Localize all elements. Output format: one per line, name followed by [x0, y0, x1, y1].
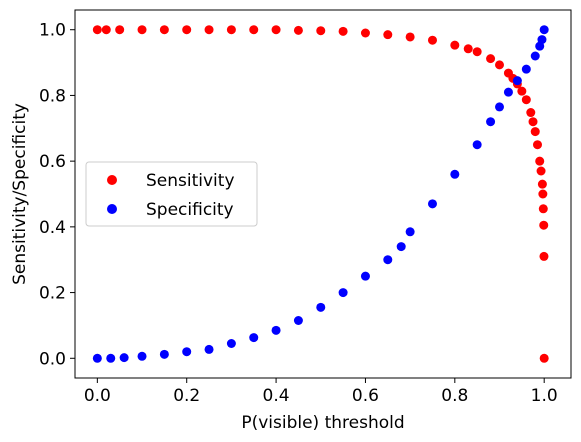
x-tick-label: 0.4	[263, 386, 290, 406]
data-point-specificity	[249, 333, 259, 343]
data-point-specificity	[293, 316, 303, 325]
x-tick-label: 0.6	[352, 386, 379, 406]
data-point-specificity	[360, 271, 370, 281]
data-point-sensitivity	[495, 60, 504, 70]
data-point-specificity	[503, 87, 513, 97]
data-point-sensitivity	[538, 189, 548, 199]
data-point-sensitivity	[539, 251, 549, 261]
data-point-sensitivity	[535, 156, 545, 166]
axes-layer: 0.0 0.2 0.4 0.6 0.8 1.0 0.0 0.2 0.4 0.6 0.8 1.0	[39, 21, 558, 406]
y-tick-label: 0.4	[39, 218, 66, 238]
data-point-sensitivity	[405, 32, 415, 42]
data-point-sensitivity	[463, 44, 473, 54]
data-point-sensitivity	[530, 127, 540, 137]
legend: Sensitivity Specificity	[85, 161, 258, 227]
y-tick-label: 1.0	[39, 21, 66, 41]
data-point-specificity	[486, 117, 496, 127]
data-point-sensitivity	[383, 30, 393, 40]
data-point-specificity	[450, 169, 460, 179]
legend-label-sensitivity: Sensitivity	[146, 171, 235, 191]
data-point-specificity	[338, 288, 348, 298]
data-point-specificity	[396, 242, 406, 252]
legend-label-specificity: Specificity	[146, 200, 234, 220]
data-point-sensitivity	[532, 140, 542, 150]
data-point-sensitivity	[472, 47, 482, 57]
data-point-sensitivity	[536, 166, 546, 176]
data-point-sensitivity	[538, 204, 548, 214]
y-axis-label: Sensitivity/Specificity	[10, 103, 30, 285]
data-point-sensitivity	[226, 25, 236, 35]
legend-box	[85, 161, 258, 227]
data-point-specificity	[106, 353, 116, 363]
x-tick-label: 0.0	[84, 386, 111, 406]
data-point-specificity	[316, 302, 326, 312]
data-point-sensitivity	[537, 179, 547, 189]
legend-marker-sensitivity	[107, 175, 117, 185]
y-tick-label: 0.0	[39, 349, 66, 369]
data-point-specificity	[427, 199, 437, 209]
data-point-specificity	[137, 351, 147, 361]
data-point-specificity	[521, 64, 531, 74]
x-axis-label: P(visible) threshold	[241, 413, 404, 433]
x-tick-label: 1.0	[531, 386, 558, 406]
data-point-specificity	[92, 353, 102, 363]
x-tick-label: 0.8	[441, 386, 468, 406]
data-point-sensitivity	[526, 108, 536, 118]
x-tick-label: 0.2	[173, 386, 200, 406]
data-point-sensitivity	[137, 25, 147, 35]
y-tick-label: 0.8	[39, 86, 66, 106]
data-point-sensitivity	[182, 25, 192, 35]
data-point-sensitivity	[271, 25, 281, 35]
series-sensitivity	[92, 25, 549, 363]
y-tick-label: 0.6	[39, 152, 66, 172]
data-point-sensitivity	[338, 26, 348, 36]
legend-marker-specificity	[107, 204, 117, 214]
data-point-sensitivity	[539, 353, 549, 363]
data-point-sensitivity	[115, 25, 125, 35]
data-point-sensitivity	[159, 25, 169, 35]
y-tick-label: 0.2	[39, 284, 66, 304]
data-point-specificity	[226, 339, 236, 348]
data-point-sensitivity	[517, 86, 527, 96]
data-point-sensitivity	[92, 25, 102, 35]
data-point-specificity	[539, 25, 549, 35]
data-point-sensitivity	[101, 25, 111, 35]
data-point-sensitivity	[204, 25, 214, 35]
data-point-sensitivity	[486, 54, 496, 64]
data-point-specificity	[159, 349, 169, 359]
data-point-sensitivity	[249, 25, 259, 35]
data-point-sensitivity	[427, 35, 437, 45]
data-point-sensitivity	[293, 25, 303, 35]
data-point-specificity	[472, 140, 482, 150]
data-point-specificity	[405, 227, 415, 237]
series-specificity	[92, 25, 549, 363]
data-point-specificity	[271, 325, 281, 335]
data-point-specificity	[204, 344, 214, 354]
data-point-sensitivity	[360, 28, 370, 38]
plot-layer	[92, 25, 549, 363]
data-point-specificity	[119, 353, 129, 363]
data-point-sensitivity	[539, 220, 549, 230]
data-point-sensitivity	[316, 26, 326, 36]
data-point-specificity	[383, 255, 393, 265]
data-point-specificity	[537, 35, 547, 45]
data-point-specificity	[182, 347, 192, 357]
data-point-specificity	[495, 102, 504, 112]
data-point-specificity	[530, 51, 540, 61]
data-point-specificity	[512, 76, 522, 86]
data-point-sensitivity	[521, 95, 531, 105]
data-point-sensitivity	[450, 40, 460, 50]
plot-frame	[74, 9, 572, 379]
data-point-sensitivity	[528, 117, 538, 127]
